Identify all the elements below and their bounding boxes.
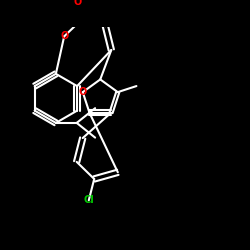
Text: O: O — [60, 32, 68, 42]
Text: Cl: Cl — [84, 195, 94, 205]
Text: O: O — [73, 0, 82, 6]
Text: O: O — [79, 87, 87, 97]
